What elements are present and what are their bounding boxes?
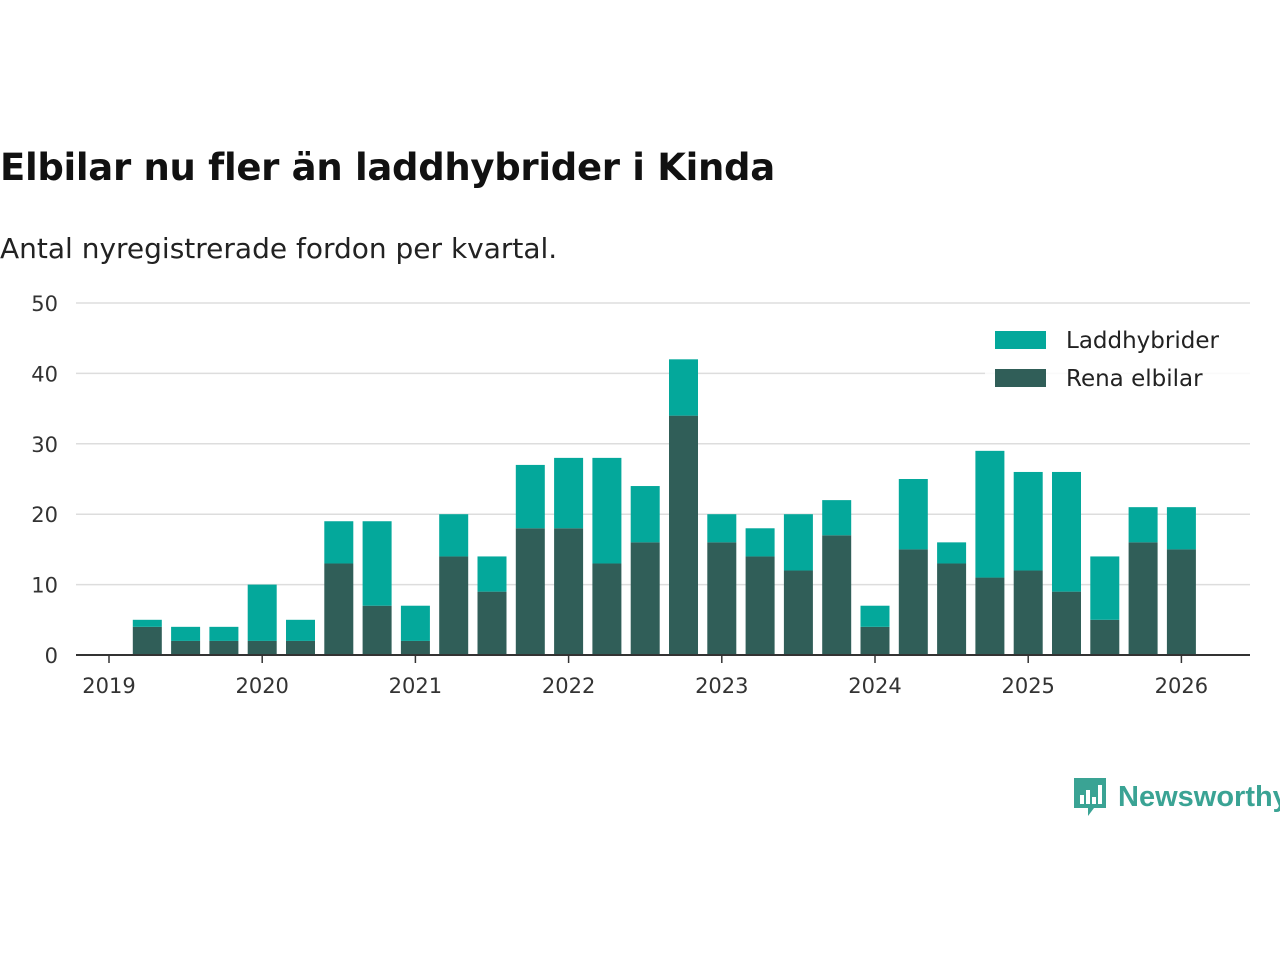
bar-rena-elbilar [707,542,737,655]
bar-rena-elbilar [1128,542,1158,655]
bar-rena-elbilar [209,640,239,655]
bar-rena-elbilar [745,556,775,655]
bar-rena-elbilar [592,563,622,655]
bar-laddhybrider [630,486,660,543]
bar-laddhybrider [554,457,584,529]
y-axis-ticks: 0 10 20 30 40 50 [31,292,58,668]
x-tick-label: 2022 [542,674,595,698]
bar-rena-elbilar [132,626,162,655]
bar-rena-elbilar [439,556,469,655]
bar-laddhybrider [669,359,698,416]
bar-laddhybrider [132,619,162,627]
bar-laddhybrider [286,619,315,641]
bar-rena-elbilar [630,542,660,655]
legend: Laddhybrider Rena elbilar [985,320,1253,400]
legend-swatch-elbilar [995,369,1046,387]
y-tick-label: 50 [31,292,58,316]
legend-label-laddhybrider: Laddhybrider [1066,328,1219,354]
bar-laddhybrider [898,479,928,550]
chart-title: Elbilar nu fler än laddhybrider i Kinda [0,146,775,189]
bar-rena-elbilar [937,563,967,655]
legend-label-elbilar: Rena elbilar [1066,366,1203,392]
newsworthy-logo-icon [1074,778,1106,816]
bar-laddhybrider [975,450,1005,578]
bar-laddhybrider [822,500,852,536]
bar-laddhybrider [515,464,545,529]
x-tick-label: 2021 [389,674,442,698]
x-tick-label: 2023 [695,674,748,698]
chart-subtitle: Antal nyregistrerade fordon per kvartal. [0,232,558,265]
bar-laddhybrider [707,514,737,543]
bar-rena-elbilar [1166,549,1196,655]
bar-rena-elbilar [171,640,201,655]
bar-rena-elbilar [286,640,315,655]
brand-name: Newsworthy [1118,780,1280,813]
bar-laddhybrider [247,584,277,641]
bar-laddhybrider [209,626,239,641]
newsworthy-logo: Newsworthy [1072,776,1280,818]
bar-laddhybrider [439,514,469,557]
bar-laddhybrider [592,457,622,564]
bar-rena-elbilar [477,591,507,655]
bar-laddhybrider [1090,556,1120,620]
bar-rena-elbilar [1013,570,1043,655]
y-tick-label: 20 [31,503,58,527]
y-tick-label: 30 [31,433,58,457]
bar-rena-elbilar [362,605,392,655]
bar-laddhybrider [400,605,430,641]
bar-laddhybrider [1013,471,1043,571]
bar-laddhybrider [362,521,392,606]
bar-laddhybrider [937,542,967,564]
bar-laddhybrider [1166,507,1196,550]
bar-laddhybrider [477,556,507,592]
bar-rena-elbilar [669,415,698,655]
x-tick-label: 2026 [1155,674,1208,698]
y-tick-label: 0 [45,644,58,668]
x-axis-ticks: 2019 2020 2021 2022 2023 2024 2025 2026 [82,655,1208,698]
bar-rena-elbilar [515,528,545,655]
x-tick-label: 2020 [235,674,288,698]
bar-rena-elbilar [860,626,890,655]
bar-laddhybrider [745,528,775,557]
bar-laddhybrider [783,514,813,571]
bar-rena-elbilar [1090,619,1120,655]
bar-rena-elbilar [1052,591,1081,655]
bar-rena-elbilar [324,563,354,655]
bar-rena-elbilar [783,570,813,655]
bar-laddhybrider [860,605,890,627]
bar-rena-elbilar [898,549,928,655]
bar-laddhybrider [171,626,201,641]
bar-rena-elbilar [975,577,1005,655]
bars [132,359,1196,655]
y-tick-label: 10 [31,574,58,598]
x-tick-label: 2024 [848,674,901,698]
bar-rena-elbilar [822,535,852,655]
bar-rena-elbilar [400,640,430,655]
legend-swatch-laddhybrider [995,331,1046,349]
bar-rena-elbilar [247,640,277,655]
bar-laddhybrider [1052,471,1081,592]
y-tick-label: 40 [31,362,58,386]
x-tick-label: 2025 [1001,674,1054,698]
bar-laddhybrider [1128,507,1158,543]
bar-laddhybrider [324,521,354,564]
bar-rena-elbilar [554,528,584,655]
x-tick-label: 2019 [82,674,135,698]
